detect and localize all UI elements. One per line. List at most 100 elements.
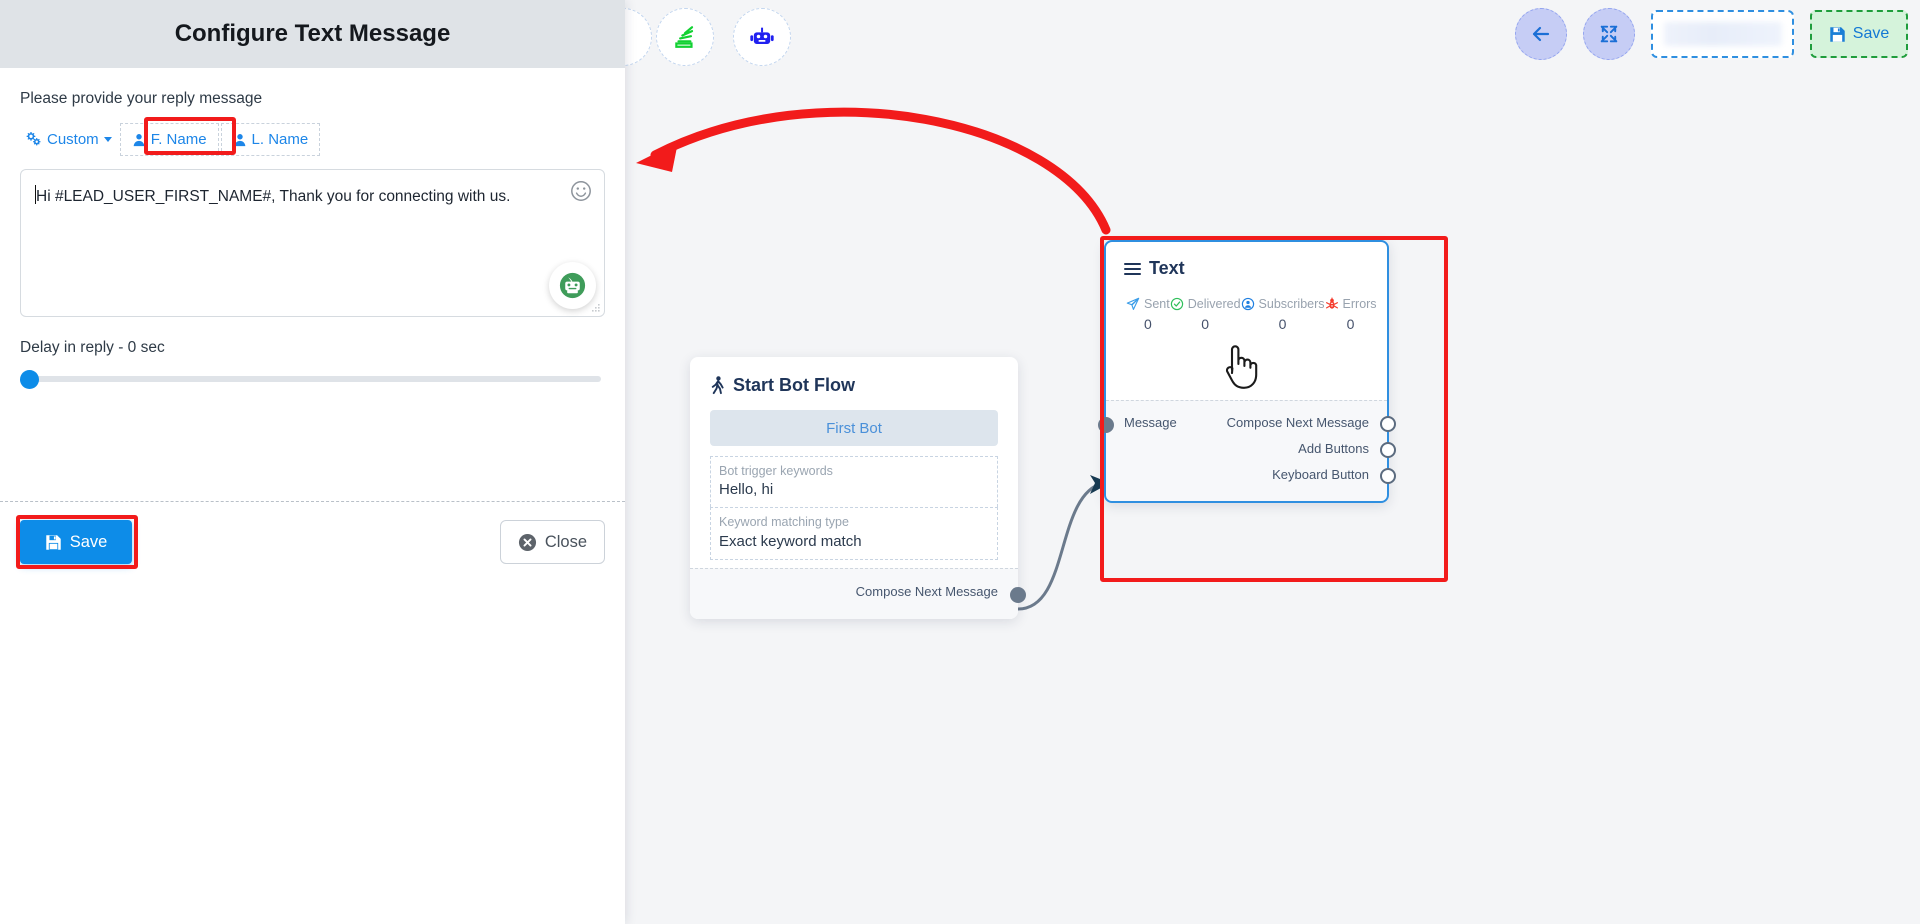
node-text-out-port-add-buttons[interactable] xyxy=(1380,442,1396,458)
field-value: Exact keyword match xyxy=(719,532,862,550)
panel-actions: Save Close xyxy=(0,515,625,569)
stat-sent-value: 0 xyxy=(1143,316,1152,332)
node-text-out-row-1: Compose Next Message xyxy=(1124,409,1369,435)
stat-sent-label: Sent xyxy=(1144,297,1170,311)
resize-grip-icon[interactable] xyxy=(591,303,601,313)
node-text-out-port-compose[interactable] xyxy=(1380,416,1396,432)
stat-errors-label-row: Errors xyxy=(1325,297,1377,311)
node-text-out-label-1: Compose Next Message xyxy=(1226,414,1369,430)
fit-to-screen-button[interactable] xyxy=(1583,8,1635,60)
node-start-body: Start Bot Flow First Bot Bot trigger key… xyxy=(690,357,1018,568)
node-text-out-port-keyboard[interactable] xyxy=(1380,468,1396,484)
arrow-left-icon xyxy=(1529,22,1553,46)
last-name-token-button[interactable]: L. Name xyxy=(223,127,318,152)
delay-label: Delay in reply - 0 sec xyxy=(20,339,165,356)
node-text-out-row-3: Keyboard Button xyxy=(1124,461,1369,487)
node-start-fields: Bot trigger keywords Hello, hi Keyword m… xyxy=(710,456,998,560)
stat-errors-label: Errors xyxy=(1342,297,1377,311)
panel-divider xyxy=(0,501,625,502)
check-circle-icon xyxy=(1170,297,1184,311)
merge-token-toolbar: Custom F. Name xyxy=(20,117,605,156)
node-text-footer: Message Compose Next Message Add Buttons… xyxy=(1098,400,1396,501)
message-editor[interactable]: Hi #LEAD_USER_FIRST_NAME#, Thank you for… xyxy=(20,169,605,317)
first-name-token-wrapper: F. Name xyxy=(119,123,219,156)
node-text-in-port[interactable] xyxy=(1098,417,1114,433)
node-text-title-row: Text xyxy=(1124,258,1369,279)
panel-body: Please provide your reply message Custom xyxy=(0,68,625,389)
save-button[interactable]: Save xyxy=(20,520,132,564)
text-caret xyxy=(35,185,36,204)
last-name-token-label: L. Name xyxy=(251,131,309,148)
node-text[interactable]: Text Sent 0 xyxy=(1098,240,1396,503)
field-label: Bot trigger keywords xyxy=(719,464,833,478)
delay-slider-track[interactable] xyxy=(30,376,601,382)
panel-header: Configure Text Message xyxy=(0,0,625,68)
field-label: Keyword matching type xyxy=(719,515,849,530)
chevron-down-icon xyxy=(103,137,112,142)
edge-start-to-text xyxy=(1017,481,1104,611)
first-name-token-label: F. Name xyxy=(150,131,207,148)
stat-delivered-label: Delivered xyxy=(1187,297,1241,311)
walking-person-icon xyxy=(710,376,725,395)
node-text-title: Text xyxy=(1149,258,1185,278)
close-circle-icon xyxy=(518,533,537,552)
close-button[interactable]: Close xyxy=(499,520,605,564)
node-text-in-label: Message xyxy=(1124,414,1177,430)
save-disk-icon xyxy=(1829,26,1846,43)
stat-sent-label-row: Sent xyxy=(1126,297,1170,311)
save-button-label: Save xyxy=(69,532,108,551)
close-button-label: Close xyxy=(544,532,587,551)
stat-delivered-value: 0 xyxy=(1201,316,1210,332)
custom-token-dropdown[interactable]: Custom xyxy=(20,127,118,152)
custom-token-label: Custom xyxy=(47,131,99,148)
node-start-bot-flow[interactable]: Start Bot Flow First Bot Bot trigger key… xyxy=(690,357,1026,619)
last-name-token-wrapper: L. Name xyxy=(220,123,321,156)
flow-name-redacted-value xyxy=(1663,22,1782,46)
configure-text-message-panel: Configure Text Message Please provide yo… xyxy=(0,0,625,924)
node-start-out-label: Compose Next Message xyxy=(855,584,998,599)
save-flow-label: Save xyxy=(1852,25,1890,42)
first-name-token-button[interactable]: F. Name xyxy=(122,127,216,152)
node-text-out-row-2: Add Buttons xyxy=(1124,435,1369,461)
emoji-picker-button[interactable] xyxy=(570,180,592,202)
delay-slider-knob[interactable] xyxy=(20,370,39,389)
top-toolbar: Save xyxy=(1515,8,1908,60)
layers-icon xyxy=(672,24,698,50)
stat-subscribers: Subscribers 0 xyxy=(1241,297,1325,332)
send-icon xyxy=(1126,297,1140,311)
user-icon xyxy=(132,133,146,147)
node-start-bot-name[interactable]: First Bot xyxy=(710,410,998,446)
node-start-title: Start Bot Flow xyxy=(733,375,855,395)
gears-icon xyxy=(26,132,42,147)
delay-slider[interactable] xyxy=(20,370,605,389)
back-button[interactable] xyxy=(1515,8,1567,60)
node-start-footer: Compose Next Message xyxy=(690,567,1026,619)
save-flow-button[interactable]: Save xyxy=(1810,10,1908,58)
stat-delivered: Delivered 0 xyxy=(1170,297,1241,332)
node-text-stats: Sent 0 Delivered xyxy=(1124,297,1377,332)
ai-assistant-button[interactable] xyxy=(549,262,596,309)
stat-errors: Errors 0 xyxy=(1325,297,1377,332)
panel-lead-text: Please provide your reply message xyxy=(20,90,263,107)
robot-icon xyxy=(748,23,776,51)
node-start-out-row: Compose Next Message xyxy=(710,579,998,605)
user-circle-icon xyxy=(1241,297,1255,311)
message-text[interactable]: Hi #LEAD_USER_FIRST_NAME#, Thank you for… xyxy=(36,188,511,205)
node-start-title-row: Start Bot Flow xyxy=(710,375,998,396)
node-text-out-label-2: Add Buttons xyxy=(1298,440,1369,456)
save-disk-icon xyxy=(45,534,62,551)
smiley-icon xyxy=(571,181,591,201)
field-value: Hello, hi xyxy=(719,481,774,499)
canvas-tool-bot[interactable] xyxy=(733,8,791,66)
menu-lines-icon xyxy=(1124,262,1141,276)
green-robot-icon xyxy=(559,272,586,299)
canvas-tool-layers[interactable] xyxy=(656,8,714,66)
flow-name-input[interactable] xyxy=(1651,10,1794,58)
stat-subscribers-label: Subscribers xyxy=(1258,297,1325,311)
node-start-out-port[interactable] xyxy=(1010,586,1026,603)
node-text-out-label-3: Keyboard Button xyxy=(1272,466,1369,482)
user-icon xyxy=(233,133,247,147)
page-title: Configure Text Message xyxy=(174,20,451,47)
stat-subscribers-value: 0 xyxy=(1278,316,1287,332)
node-text-preview-area xyxy=(1124,332,1369,394)
